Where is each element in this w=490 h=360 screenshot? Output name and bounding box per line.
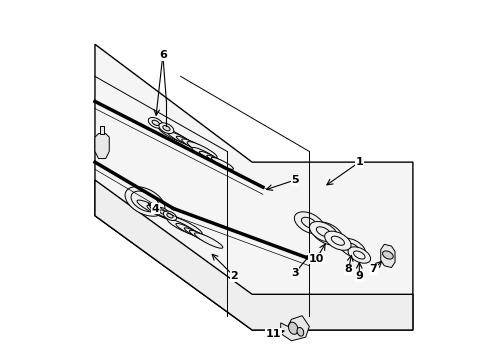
Ellipse shape (190, 230, 215, 244)
Polygon shape (95, 180, 413, 330)
Ellipse shape (184, 228, 206, 239)
Ellipse shape (289, 322, 298, 334)
Ellipse shape (297, 328, 304, 336)
Ellipse shape (348, 247, 370, 263)
Ellipse shape (163, 126, 170, 131)
Ellipse shape (345, 243, 359, 253)
Polygon shape (95, 44, 413, 330)
Text: 3: 3 (291, 268, 299, 278)
Text: 11: 11 (266, 329, 281, 339)
Ellipse shape (195, 233, 223, 248)
Ellipse shape (211, 157, 233, 170)
Ellipse shape (125, 186, 165, 216)
Polygon shape (281, 316, 309, 341)
Ellipse shape (159, 127, 189, 143)
Ellipse shape (163, 213, 192, 229)
Polygon shape (381, 244, 395, 267)
Ellipse shape (131, 191, 159, 212)
Text: 8: 8 (345, 264, 352, 274)
Ellipse shape (339, 238, 366, 257)
Text: 5: 5 (291, 175, 299, 185)
Ellipse shape (192, 148, 217, 161)
Ellipse shape (310, 221, 338, 242)
Polygon shape (100, 126, 104, 134)
Ellipse shape (137, 200, 171, 218)
Polygon shape (95, 134, 109, 158)
Ellipse shape (159, 123, 174, 134)
Ellipse shape (207, 155, 226, 166)
Ellipse shape (199, 151, 221, 163)
Ellipse shape (312, 222, 343, 245)
Ellipse shape (160, 210, 166, 214)
Ellipse shape (163, 211, 176, 220)
Ellipse shape (294, 212, 324, 234)
Ellipse shape (354, 251, 365, 259)
Ellipse shape (182, 139, 208, 153)
Ellipse shape (169, 216, 202, 234)
Ellipse shape (176, 224, 201, 237)
Ellipse shape (176, 136, 199, 149)
Text: 2: 2 (230, 271, 238, 282)
Ellipse shape (157, 210, 182, 224)
Ellipse shape (318, 227, 336, 240)
Text: 7: 7 (370, 264, 377, 274)
Ellipse shape (301, 217, 317, 229)
Text: 1: 1 (355, 157, 363, 167)
Text: 6: 6 (159, 50, 167, 60)
Ellipse shape (168, 132, 194, 146)
Ellipse shape (325, 231, 351, 250)
Text: 9: 9 (355, 271, 363, 282)
Text: 4: 4 (152, 203, 160, 213)
Ellipse shape (152, 120, 159, 125)
Text: 10: 10 (309, 253, 324, 264)
Ellipse shape (331, 236, 344, 245)
Ellipse shape (187, 141, 217, 158)
Ellipse shape (156, 207, 170, 217)
Ellipse shape (168, 219, 196, 234)
Ellipse shape (317, 227, 331, 237)
Ellipse shape (148, 117, 163, 128)
Ellipse shape (383, 251, 393, 259)
Ellipse shape (147, 205, 176, 221)
Ellipse shape (167, 213, 173, 218)
